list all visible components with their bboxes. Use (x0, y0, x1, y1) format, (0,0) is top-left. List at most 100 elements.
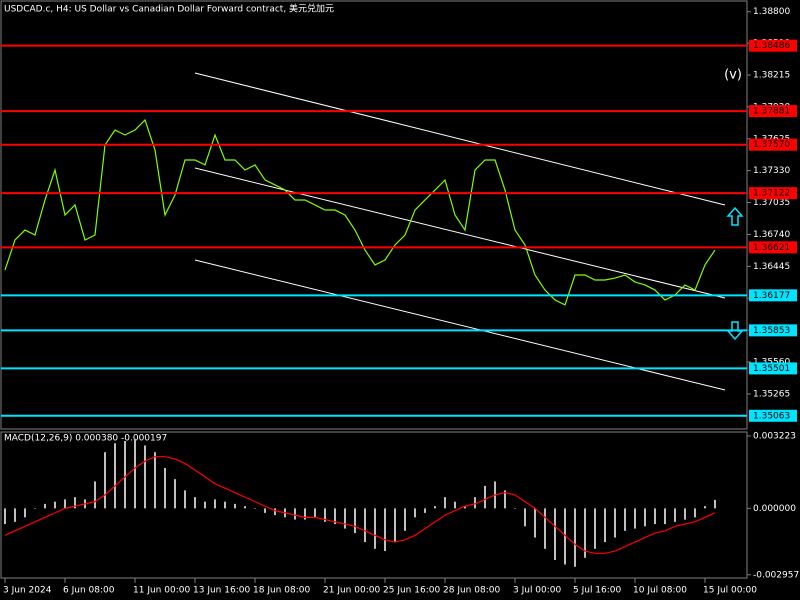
level-label-box (749, 105, 797, 118)
histogram-bar (224, 501, 226, 509)
level-label: 1.37122 (753, 189, 790, 199)
histogram-bar (654, 508, 656, 525)
histogram-bar (714, 499, 716, 509)
histogram-bar (124, 440, 126, 509)
x-tick-label: 28 Jun 08:00 (443, 586, 500, 596)
histogram-bar (314, 508, 316, 518)
level-label: 1.36177 (753, 291, 790, 301)
y-tick-label: 1.35265 (753, 389, 790, 399)
level-label-box (749, 138, 797, 151)
histogram-bar (24, 508, 26, 518)
histogram-bar (144, 445, 146, 509)
histogram-bar (394, 508, 396, 543)
level-label: 1.37570 (753, 140, 790, 150)
x-tick-label: 15 Jul 00:00 (703, 586, 757, 596)
y-tick-label: 0.003223 (753, 431, 796, 441)
histogram-bar (604, 508, 606, 543)
level-label-box (749, 324, 797, 337)
chart-title: USDCAD.c, H4: US Dollar vs Canadian Doll… (4, 3, 334, 15)
y-tick-label: 1.38215 (753, 70, 790, 80)
histogram-bar (164, 467, 166, 509)
histogram-bar (104, 452, 106, 509)
level-label-box (749, 241, 797, 254)
histogram-bar (544, 508, 546, 549)
x-tick-label: 25 Jun 16:00 (383, 586, 440, 596)
level-label-box (749, 187, 797, 200)
histogram-bar (204, 501, 206, 509)
level-label: 1.36621 (753, 243, 790, 253)
histogram-bar (74, 497, 76, 509)
histogram-bar (554, 508, 556, 561)
histogram-bar (364, 508, 366, 543)
histogram-bar (4, 508, 6, 525)
histogram-bar (34, 508, 36, 509)
histogram-bar (374, 508, 376, 549)
level-label: 1.35853 (753, 326, 790, 336)
histogram-bar (274, 508, 276, 516)
histogram-bar (244, 506, 246, 509)
histogram-bar (444, 497, 446, 509)
x-tick-label: 3 Jul 00:00 (513, 586, 562, 596)
histogram-bar (574, 508, 576, 567)
x-tick-label: 6 Jun 08:00 (63, 586, 115, 596)
histogram-bar (194, 497, 196, 509)
price-panel-frame (0, 0, 748, 430)
level-label: 1.35501 (753, 364, 790, 374)
level-label-box (749, 409, 797, 422)
histogram-bar (684, 508, 686, 520)
series-line (4, 118, 716, 306)
histogram-bar (334, 508, 336, 525)
y-tick-label: 1.37330 (753, 166, 790, 176)
histogram-bar (254, 508, 256, 509)
histogram-bar (344, 508, 346, 529)
y-tick-label: -0.002957 (753, 570, 799, 580)
histogram-bar (44, 503, 46, 509)
histogram-bar (424, 508, 426, 513)
histogram-bar (504, 490, 506, 509)
histogram-bar (354, 508, 356, 534)
series-line (4, 456, 716, 554)
macd-title: MACD(12,26,9) 0.000380 -0.000197 (4, 434, 167, 444)
histogram-bar (484, 485, 486, 509)
histogram-bar (644, 508, 646, 527)
x-tick-label: 18 Jun 08:00 (253, 586, 310, 596)
histogram-bar (214, 499, 216, 509)
channel-upper (194, 72, 726, 206)
histogram-bar (564, 508, 566, 565)
histogram-bar (594, 508, 596, 549)
histogram-bar (324, 508, 326, 522)
histogram-bar (694, 508, 696, 518)
histogram-bar (704, 506, 706, 509)
histogram-bar (534, 508, 536, 538)
histogram-bar (154, 452, 156, 509)
histogram-bar (384, 508, 386, 552)
histogram-bar (234, 503, 236, 509)
level-label-box (749, 362, 797, 375)
x-tick-label: 21 Jun 00:00 (323, 586, 380, 596)
y-tick-label: 0.000000 (753, 504, 796, 514)
histogram-bar (14, 508, 16, 522)
histogram-bar (184, 490, 186, 509)
histogram-bar (614, 508, 616, 538)
histogram-bar (264, 508, 266, 513)
histogram-bar (524, 508, 526, 527)
histogram-bar (624, 508, 626, 531)
histogram-bar (464, 506, 466, 509)
macd-panel-frame (0, 431, 748, 579)
histogram-bar (474, 497, 476, 509)
annotation: (v) (724, 68, 742, 83)
histogram-bar (114, 443, 116, 509)
histogram-bar (414, 508, 416, 518)
histogram-bar (294, 508, 296, 520)
x-tick-label: 13 Jun 16:00 (193, 586, 250, 596)
histogram-bar (664, 508, 666, 525)
x-tick-label: 3 Jun 2024 (3, 586, 52, 596)
level-label: 1.35063 (753, 411, 790, 421)
y-tick-label: 1.36445 (753, 262, 790, 272)
histogram-bar (54, 501, 56, 509)
y-tick-label: 1.36740 (753, 230, 790, 240)
histogram-bar (64, 499, 66, 509)
